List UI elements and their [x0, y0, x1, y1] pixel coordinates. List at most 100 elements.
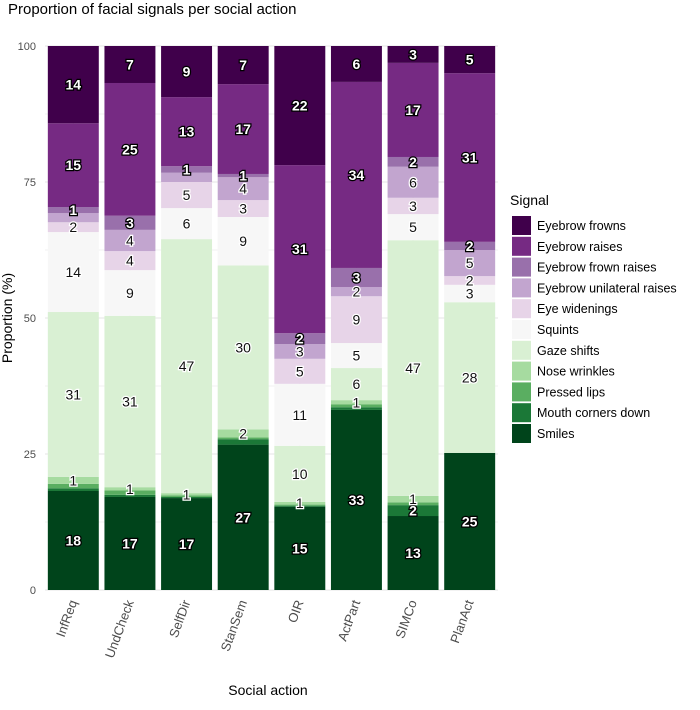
bar-segment-nose-wrinkles [330, 400, 382, 405]
bar-segment-gaze-shifts [387, 240, 439, 496]
bar-segment-pressed-lips [47, 483, 99, 489]
data-label: 1 [69, 472, 77, 488]
bar-segment-gaze-shifts [217, 265, 269, 430]
bar-segment-squints [330, 343, 382, 369]
data-label: 1 [239, 168, 247, 184]
legend-label: Eyebrow frowns [537, 219, 626, 233]
bar-segment-eye-widenings [387, 197, 439, 215]
data-label: 31 [462, 150, 478, 166]
bar-segment-smiles [274, 506, 326, 590]
bar-segment-gaze-shifts [330, 368, 382, 401]
y-tick-label: 50 [24, 313, 36, 325]
data-label: 25 [122, 141, 138, 157]
x-tick-label: ActPart [335, 598, 364, 644]
data-label: 34 [349, 167, 365, 183]
bar-segment-eyebrow-unilateral-raises [47, 213, 99, 223]
x-tick-label: PlanAct [447, 598, 477, 646]
data-label: 31 [66, 386, 82, 402]
legend-swatch [512, 320, 531, 339]
data-label: 1 [353, 394, 361, 410]
legend-swatch [512, 403, 531, 423]
legend-swatch [512, 382, 531, 402]
data-label: 3 [296, 343, 304, 359]
bar-segment-squints [47, 232, 99, 313]
legend-label: Eyebrow frown raises [537, 261, 657, 275]
data-label: 3 [409, 46, 417, 62]
legend-swatch [512, 424, 531, 443]
data-label: 4 [126, 253, 134, 269]
bar-segment-eyebrow-unilateral-raises [104, 229, 156, 252]
bar-segment-smiles [47, 490, 99, 590]
data-label: 2 [296, 331, 304, 347]
bar-segment-eye-widenings [444, 276, 496, 285]
bar-segment-squints [444, 284, 496, 303]
bar-segment-pressed-lips [217, 437, 269, 440]
bar-segment-mouth-corners-down [161, 496, 213, 499]
bar-segment-eyebrow-raises [330, 81, 382, 268]
data-label: 5 [466, 52, 474, 68]
bar-segment-smiles [104, 496, 156, 590]
bar-segment-eyebrow-frown-raises [387, 156, 439, 167]
bar-segment-smiles [217, 444, 269, 590]
y-tick-label: 75 [24, 177, 36, 189]
bar-segment-squints [274, 383, 326, 446]
bar-segment-eyebrow-unilateral-raises [274, 344, 326, 359]
data-label: 2 [409, 503, 417, 519]
bar-segment-eye-widenings [217, 200, 269, 217]
bar-segment-gaze-shifts [104, 315, 156, 488]
legend-swatch [512, 278, 531, 298]
data-label: 25 [462, 513, 478, 529]
bar-segment-eyebrow-unilateral-raises [330, 286, 382, 297]
bar-segment-mouth-corners-down [104, 494, 156, 497]
bar-segment-squints [161, 208, 213, 240]
x-tick-label: SIMCo [392, 598, 420, 640]
bar-segment-smiles [161, 498, 213, 590]
bar-segment-pressed-lips [330, 404, 382, 408]
data-label: 3 [239, 201, 247, 217]
data-label: 5 [409, 219, 417, 235]
data-label: 17 [405, 102, 421, 118]
bar-segment-squints [217, 216, 269, 266]
bar-segment-eyebrow-raises [47, 123, 99, 208]
legend-label: Smiles [537, 427, 575, 441]
bar-segment-eyebrow-raises [387, 62, 439, 157]
data-label: 6 [183, 216, 191, 232]
data-label: 14 [66, 264, 82, 280]
x-tick-label: UndCheck [102, 597, 137, 660]
x-tick-label: InfReq [53, 598, 80, 639]
bar-segment-eyebrow-frown-raises [217, 173, 269, 178]
x-axis-title: Social action [228, 682, 307, 698]
data-label: 15 [292, 540, 308, 556]
data-label: 9 [353, 312, 361, 328]
data-label: 5 [296, 363, 304, 379]
data-label: 2 [466, 238, 474, 254]
data-label: 17 [235, 121, 251, 137]
bar-segment-eyebrow-raises [274, 165, 326, 334]
legend-label: Pressed lips [537, 385, 605, 399]
bar-segment-nose-wrinkles [47, 476, 99, 484]
data-label: 5 [353, 348, 361, 364]
data-label: 2 [239, 425, 247, 441]
bar-segment-nose-wrinkles [274, 501, 326, 505]
x-tick-label: SelfDir [166, 597, 194, 639]
data-label: 9 [183, 64, 191, 80]
data-label: 2 [353, 284, 361, 300]
data-label: 4 [239, 181, 247, 197]
bar-segment-eyebrow-raises [161, 97, 213, 167]
legend-label: Eyebrow raises [537, 240, 622, 254]
bar-segment-eyebrow-frown-raises [330, 267, 382, 287]
data-label: 2 [466, 272, 474, 288]
data-label: 47 [179, 358, 195, 374]
bar-segment-eyebrow-unilateral-raises [444, 250, 496, 277]
data-label: 15 [66, 157, 82, 173]
legend-label: Gaze shifts [537, 344, 600, 358]
data-label: 27 [235, 509, 251, 525]
bar-segment-eyebrow-frown-raises [104, 215, 156, 230]
bar-segment-eyebrow-frowns [444, 46, 496, 74]
bar-segment-mouth-corners-down [387, 505, 439, 517]
legend-label: Eyebrow unilateral raises [537, 281, 677, 295]
data-label: 31 [122, 394, 138, 410]
data-label: 7 [239, 57, 247, 73]
